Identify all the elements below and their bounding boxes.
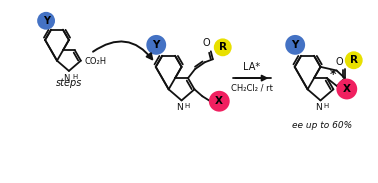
Text: steps: steps (56, 78, 82, 88)
Text: X: X (343, 84, 351, 94)
Text: X: X (215, 96, 223, 106)
Circle shape (345, 51, 363, 69)
Circle shape (209, 91, 230, 112)
Text: CH₂Cl₂ / rt: CH₂Cl₂ / rt (231, 83, 273, 92)
Text: LA*: LA* (243, 62, 260, 72)
Text: N: N (315, 103, 321, 112)
Circle shape (336, 79, 357, 99)
Text: N: N (64, 74, 70, 83)
Text: Y: Y (153, 40, 160, 50)
Text: O: O (202, 38, 210, 48)
Text: H: H (324, 103, 329, 109)
Circle shape (146, 35, 166, 55)
Text: R: R (350, 55, 358, 65)
Text: R: R (219, 42, 227, 52)
Circle shape (214, 38, 232, 56)
Text: ee up to 60%: ee up to 60% (292, 121, 352, 130)
Text: H: H (184, 103, 190, 109)
Text: H: H (72, 74, 77, 80)
Text: *: * (330, 68, 336, 81)
Text: Y: Y (43, 16, 50, 26)
Circle shape (285, 35, 305, 55)
Text: O: O (335, 57, 343, 67)
Text: Y: Y (291, 40, 299, 50)
Text: N: N (176, 103, 183, 112)
Circle shape (37, 12, 55, 30)
Text: CO₂H: CO₂H (85, 57, 107, 66)
